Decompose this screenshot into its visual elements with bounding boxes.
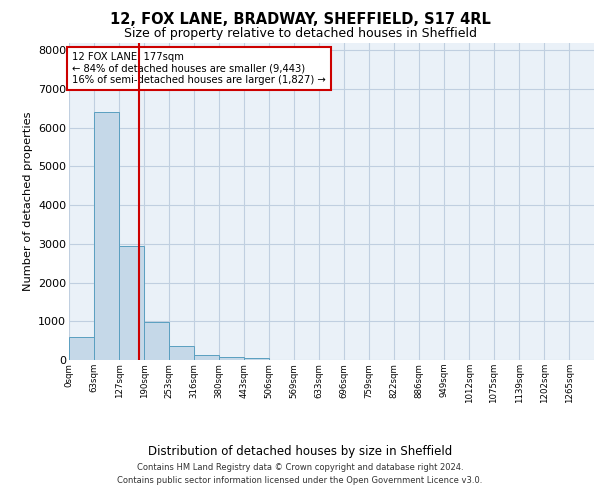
Y-axis label: Number of detached properties: Number of detached properties [23, 112, 32, 291]
Text: 12 FOX LANE: 177sqm
← 84% of detached houses are smaller (9,443)
16% of semi-det: 12 FOX LANE: 177sqm ← 84% of detached ho… [72, 52, 326, 86]
Bar [69, 337, 94, 360]
Bar [220, 357, 244, 360]
Text: Contains public sector information licensed under the Open Government Licence v3: Contains public sector information licen… [118, 476, 482, 485]
Bar [244, 358, 269, 360]
Bar [194, 354, 219, 360]
Text: Contains HM Land Registry data © Crown copyright and database right 2024.: Contains HM Land Registry data © Crown c… [137, 464, 463, 472]
Text: Distribution of detached houses by size in Sheffield: Distribution of detached houses by size … [148, 444, 452, 458]
Bar [169, 346, 194, 360]
Bar [119, 246, 144, 360]
Bar [94, 112, 119, 360]
Bar [144, 322, 169, 360]
Text: Size of property relative to detached houses in Sheffield: Size of property relative to detached ho… [124, 28, 476, 40]
Text: 12, FOX LANE, BRADWAY, SHEFFIELD, S17 4RL: 12, FOX LANE, BRADWAY, SHEFFIELD, S17 4R… [110, 12, 490, 28]
